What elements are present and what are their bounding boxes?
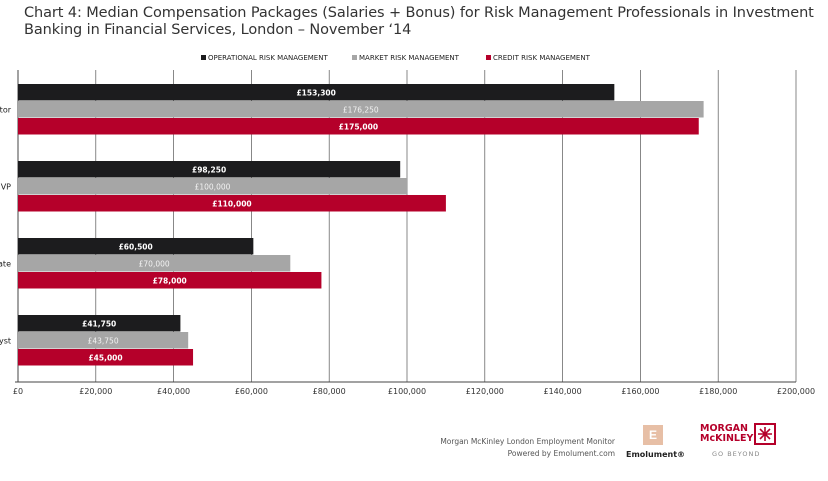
x-tick-label: £140,000 (544, 387, 582, 396)
bar (18, 118, 699, 135)
bar (18, 84, 615, 101)
x-tick-label: £100,000 (388, 387, 426, 396)
emolument-icon-letter: E (648, 428, 657, 442)
category-label: ate (0, 260, 11, 269)
x-tick-label: £40,000 (157, 387, 190, 396)
emolument-logo-text: Emolument® (626, 450, 686, 459)
bars: £153,300 £176,250 £175,000 £98,250 £100,000 £… (18, 84, 704, 366)
footer-powered-text: Powered by Emolument.com (507, 449, 615, 458)
mm-logo-line2: McKINLEY (700, 433, 754, 444)
emolument-logo-icon: E (643, 425, 663, 445)
legend: OPERATIONAL RISK MANAGEMENT MARKET RISK M… (201, 54, 591, 62)
x-tick-label: £200,000 (777, 387, 815, 396)
x-tick-label: £180,000 (699, 387, 737, 396)
bar-data-label: £43,750 (88, 336, 119, 345)
x-tick-label: £60,000 (235, 387, 268, 396)
bar-data-label: £110,000 (212, 199, 251, 208)
footer-monitor-text: Morgan McKinley London Employment Monito… (440, 437, 615, 446)
x-tick-label: £160,000 (621, 387, 659, 396)
chart-title: Chart 4: Median Compensation Packages (S… (24, 5, 814, 38)
bar-data-label: £153,300 (296, 88, 335, 97)
x-tick-label: £20,000 (79, 387, 112, 396)
bar (18, 238, 254, 255)
legend-label: CREDIT RISK MANAGEMENT (493, 54, 591, 62)
bar-data-label: £98,250 (192, 165, 226, 174)
bar (18, 315, 181, 332)
legend-label: MARKET RISK MANAGEMENT (359, 54, 460, 62)
bar-data-label: £70,000 (139, 259, 170, 268)
bar-data-label: £176,250 (343, 105, 379, 114)
category-label: VP (1, 183, 11, 192)
bar (18, 178, 407, 195)
x-tick-label: £120,000 (466, 387, 504, 396)
legend-label: OPERATIONAL RISK MANAGEMENT (208, 54, 328, 62)
legend-swatch (486, 55, 491, 60)
morgan-mckinley-logo: MORGAN McKINLEY (700, 424, 753, 444)
category-label: yst (0, 337, 11, 346)
x-axis-ticks: £0 £20,000 £40,000 £60,000 £80,000 £100,000 £1… (13, 387, 815, 396)
mm-tagline: GO BEYOND (712, 450, 761, 458)
bar (18, 332, 189, 349)
bar (18, 272, 322, 289)
bar (18, 161, 401, 178)
bar (18, 101, 704, 118)
legend-swatch (352, 55, 357, 60)
x-tick-label: £0 (13, 387, 23, 396)
bar (18, 349, 194, 366)
legend-swatch (201, 55, 206, 60)
mm-logo-line1: MORGAN (700, 423, 748, 434)
bar-data-label: £78,000 (153, 276, 187, 285)
morgan-mckinley-mark-icon (754, 423, 776, 445)
x-tick-label: £80,000 (313, 387, 346, 396)
category-labels: ctor VP ate yst (0, 106, 12, 346)
bar (18, 195, 446, 212)
bar (18, 255, 291, 272)
bar-data-label: £100,000 (195, 182, 231, 191)
category-label: ctor (0, 106, 12, 115)
bar-data-label: £175,000 (339, 122, 378, 131)
bar-data-label: £45,000 (88, 353, 122, 362)
bar-data-label: £41,750 (82, 319, 116, 328)
bar-data-label: £60,500 (119, 242, 153, 251)
